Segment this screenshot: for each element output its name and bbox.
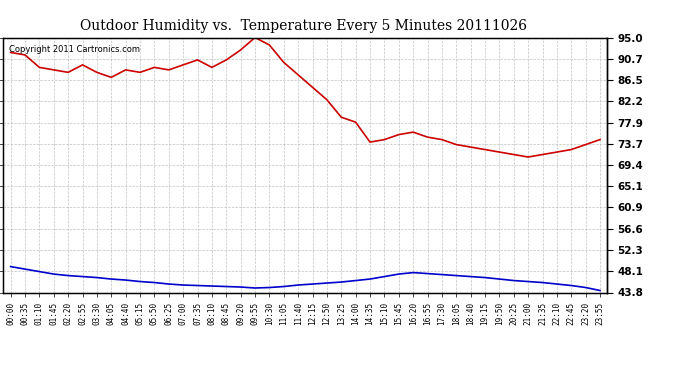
Text: Copyright 2011 Cartronics.com: Copyright 2011 Cartronics.com <box>10 45 141 54</box>
Text: Outdoor Humidity vs.  Temperature Every 5 Minutes 20111026: Outdoor Humidity vs. Temperature Every 5… <box>80 19 527 33</box>
